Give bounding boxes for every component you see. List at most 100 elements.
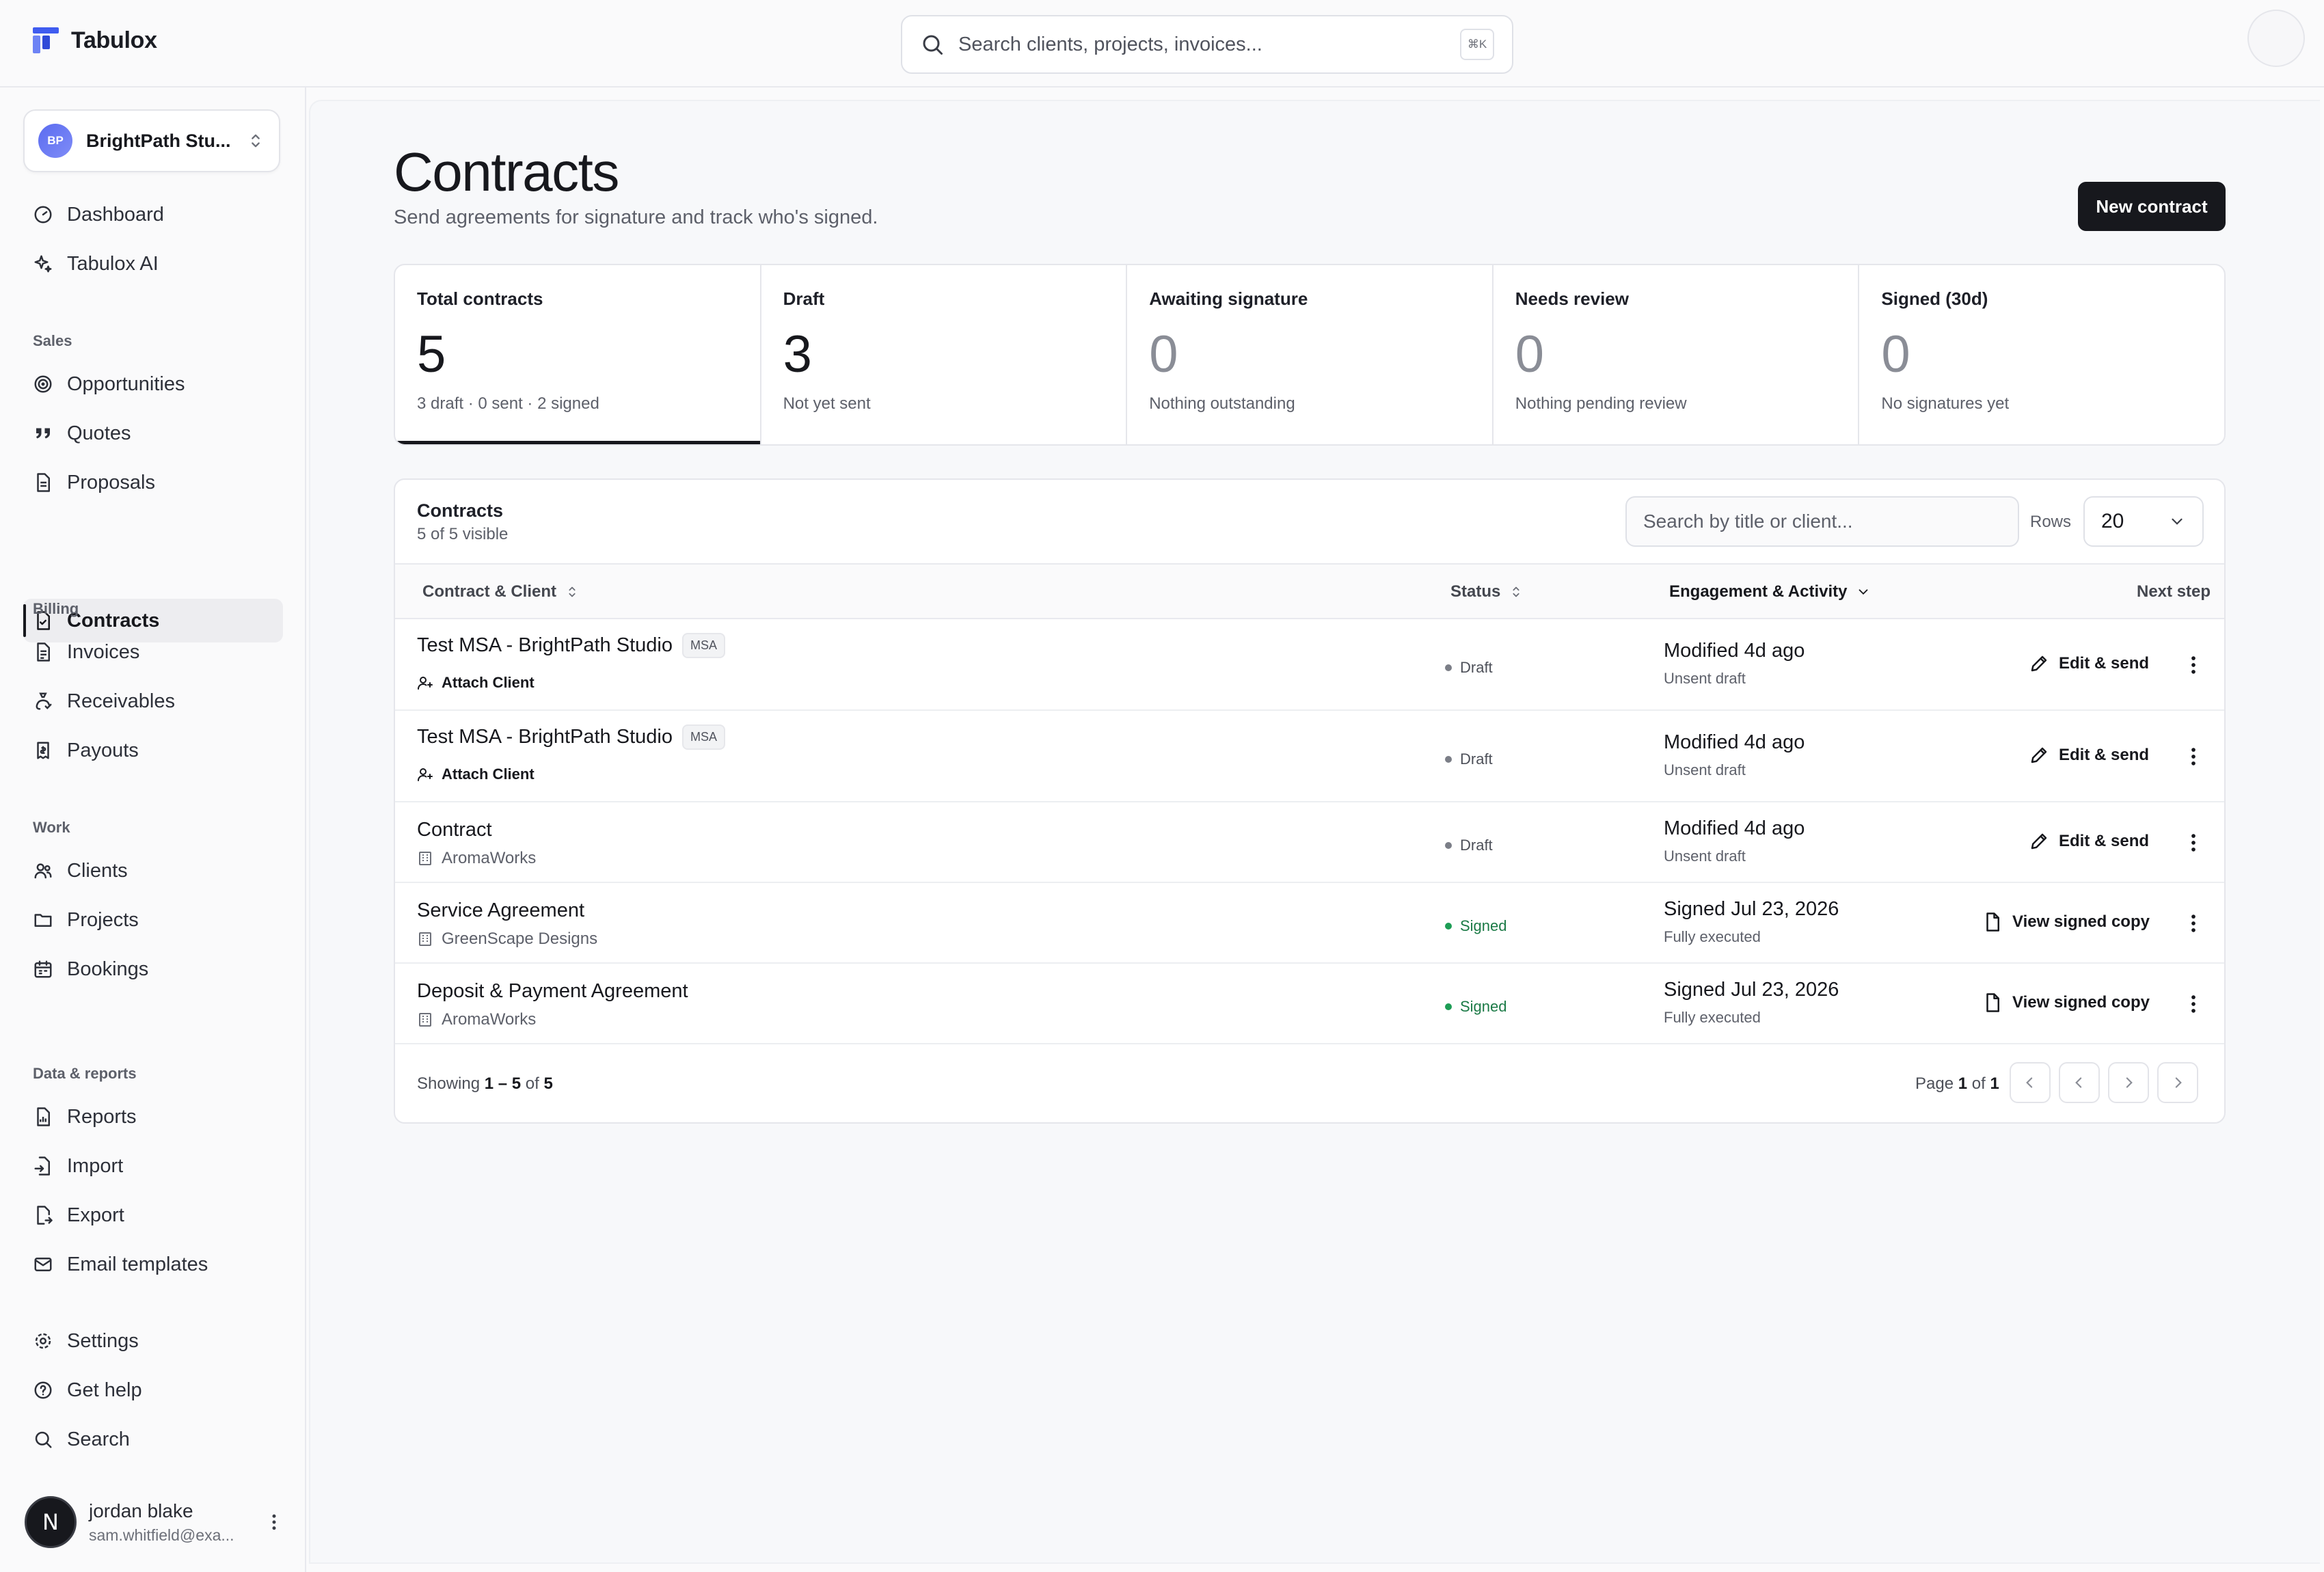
sidebar-item-receivables[interactable]: Receivables: [23, 679, 283, 723]
sidebar-item-get-help[interactable]: Get help: [23, 1368, 283, 1412]
receivables-icon: [36, 692, 52, 710]
contract-title[interactable]: Test MSA - BrightPath Studio MSA: [417, 724, 725, 750]
rows-per-page-select[interactable]: 20: [2083, 496, 2204, 547]
page-current: 1: [1958, 1074, 1968, 1093]
workspace-switcher[interactable]: BP BrightPath Stu...: [23, 109, 280, 172]
sidebar-item-contracts[interactable]: Contracts: [23, 599, 283, 642]
contract-title[interactable]: Service Agreement: [417, 899, 584, 922]
new-contract-button[interactable]: New contract: [2078, 182, 2226, 231]
building-icon: [419, 852, 431, 865]
view-signed-copy-button[interactable]: View signed copy: [1982, 912, 2150, 932]
status-badge: Signed: [1445, 917, 1507, 935]
file-icon: [1986, 993, 1999, 1012]
chevron-left-first-icon: [2026, 1077, 2033, 1088]
account-avatar[interactable]: [2247, 10, 2305, 67]
stat-awaiting-signature[interactable]: Awaiting signature 0 Nothing outstanding: [1127, 265, 1494, 444]
sidebar-item-payouts[interactable]: Payouts: [23, 729, 283, 772]
search-icon: [35, 1431, 52, 1448]
sidebar-item-search[interactable]: Search: [23, 1418, 283, 1461]
sidebar-item-clients[interactable]: Clients: [23, 849, 283, 893]
of-word: of: [1971, 1074, 1986, 1093]
contract-title[interactable]: Contract: [417, 819, 492, 841]
global-search-input[interactable]: [958, 33, 1460, 56]
mail-icon: [34, 1258, 52, 1271]
last-page-button[interactable]: [2157, 1062, 2198, 1103]
header-engagement-activity[interactable]: Engagement & Activity: [1669, 582, 1871, 601]
sidebar-item-quotes[interactable]: Quotes: [23, 411, 283, 455]
table-row[interactable]: Deposit & Payment Agreement AromaWorks S…: [395, 965, 2224, 1044]
user-plus-icon: [418, 768, 433, 781]
view-signed-copy-button[interactable]: View signed copy: [1982, 992, 2150, 1013]
first-page-button[interactable]: [2010, 1062, 2051, 1103]
action-label: Edit & send: [2059, 654, 2150, 673]
client-link[interactable]: GreenScape Designs: [417, 930, 597, 949]
sidebar-item-opportunities[interactable]: Opportunities: [23, 362, 283, 406]
sidebar-item-bookings[interactable]: Bookings: [23, 947, 283, 991]
client-name: AromaWorks: [442, 849, 537, 867]
contract-title[interactable]: Test MSA - BrightPath Studio MSA: [417, 633, 725, 658]
more-vertical-icon[interactable]: [2182, 831, 2205, 854]
import-icon: [34, 1156, 50, 1176]
sidebar-item-reports[interactable]: Reports: [23, 1095, 283, 1139]
previous-page-button[interactable]: [2059, 1062, 2100, 1103]
sidebar-item-invoices[interactable]: Invoices: [23, 630, 283, 674]
next-page-button[interactable]: [2108, 1062, 2149, 1103]
sidebar-item-proposals[interactable]: Proposals: [23, 461, 283, 504]
client-link[interactable]: AromaWorks: [417, 1010, 536, 1029]
stat-needs-review[interactable]: Needs review 0 Nothing pending review: [1494, 265, 1860, 444]
stat-total-contracts[interactable]: Total contracts 5 3 draft · 0 sent · 2 s…: [395, 265, 761, 444]
status-dot: [1445, 664, 1452, 671]
header-contract-client[interactable]: Contract & Client: [422, 582, 580, 601]
more-vertical-icon[interactable]: [2182, 992, 2205, 1016]
table-row[interactable]: Test MSA - BrightPath Studio MSA Attach …: [395, 712, 2224, 802]
table-row[interactable]: Test MSA - BrightPath Studio MSA Attach …: [395, 621, 2224, 711]
chevron-right-icon: [2126, 1077, 2133, 1088]
showing-total: 5: [543, 1074, 553, 1093]
header-status[interactable]: Status: [1450, 582, 1524, 601]
sidebar-item-label: Tabulox AI: [67, 252, 159, 275]
stat-value: 3: [783, 325, 812, 383]
sidebar-item-import[interactable]: Import: [23, 1144, 283, 1188]
table-row[interactable]: Service Agreement GreenScape Designs Sig…: [395, 884, 2224, 964]
attach-client-link[interactable]: Attach Client: [417, 674, 535, 692]
attach-client-link[interactable]: Attach Client: [417, 765, 535, 783]
sparkles-icon: [34, 255, 52, 273]
stat-note: 3 draft · 0 sent · 2 signed: [417, 394, 599, 413]
edit-send-button[interactable]: Edit & send: [2029, 653, 2149, 674]
table-search-input[interactable]: [1625, 496, 2019, 547]
sidebar-item-projects[interactable]: Projects: [23, 898, 283, 942]
rows-value: 20: [2101, 510, 2124, 532]
sidebar-item-tabulox-ai[interactable]: Tabulox AI: [23, 242, 283, 286]
sidebar-item-dashboard[interactable]: Dashboard: [23, 193, 283, 236]
more-vertical-icon[interactable]: [2182, 653, 2205, 677]
stat-note: Not yet sent: [783, 394, 871, 413]
sidebar-item-export[interactable]: Export: [23, 1193, 283, 1237]
activity-main: Modified 4d ago: [1664, 817, 1805, 839]
showing-range: 1 – 5: [484, 1074, 522, 1093]
header-next-step: Next step: [2137, 582, 2211, 601]
contract-title-text: Test MSA - BrightPath Studio: [417, 726, 673, 748]
client-name: AromaWorks: [442, 1010, 537, 1029]
sidebar-item-label: Import: [67, 1154, 124, 1177]
user-menu[interactable]: N jordan blake sam.whitfield@exa...: [25, 1493, 284, 1551]
more-vertical-icon[interactable]: [2182, 912, 2205, 935]
more-vertical-icon[interactable]: [264, 1512, 284, 1532]
sidebar-item-email-templates[interactable]: Email templates: [23, 1243, 283, 1286]
export-icon: [37, 1206, 53, 1225]
stat-value: 0: [1149, 325, 1178, 383]
edit-send-button[interactable]: Edit & send: [2029, 831, 2149, 852]
stat-draft[interactable]: Draft 3 Not yet sent: [761, 265, 1128, 444]
contract-title-text: Service Agreement: [417, 899, 585, 921]
stat-signed-30d[interactable]: Signed (30d) 0 No signatures yet: [1859, 265, 2224, 444]
edit-send-button[interactable]: Edit & send: [2029, 745, 2149, 765]
sidebar-item-settings[interactable]: Settings: [23, 1319, 283, 1363]
stat-label: Draft: [783, 288, 825, 309]
client-link[interactable]: AromaWorks: [417, 849, 536, 868]
table-row[interactable]: Contract AromaWorks Draft Modified 4d ag…: [395, 804, 2224, 883]
brand[interactable]: Tabulox: [31, 26, 157, 55]
more-vertical-icon[interactable]: [2182, 745, 2205, 768]
action-label: Edit & send: [2059, 746, 2150, 764]
contract-title[interactable]: Deposit & Payment Agreement: [417, 980, 688, 1003]
global-search[interactable]: ⌘K: [901, 15, 1513, 74]
rows-label: Rows: [2030, 513, 2072, 531]
